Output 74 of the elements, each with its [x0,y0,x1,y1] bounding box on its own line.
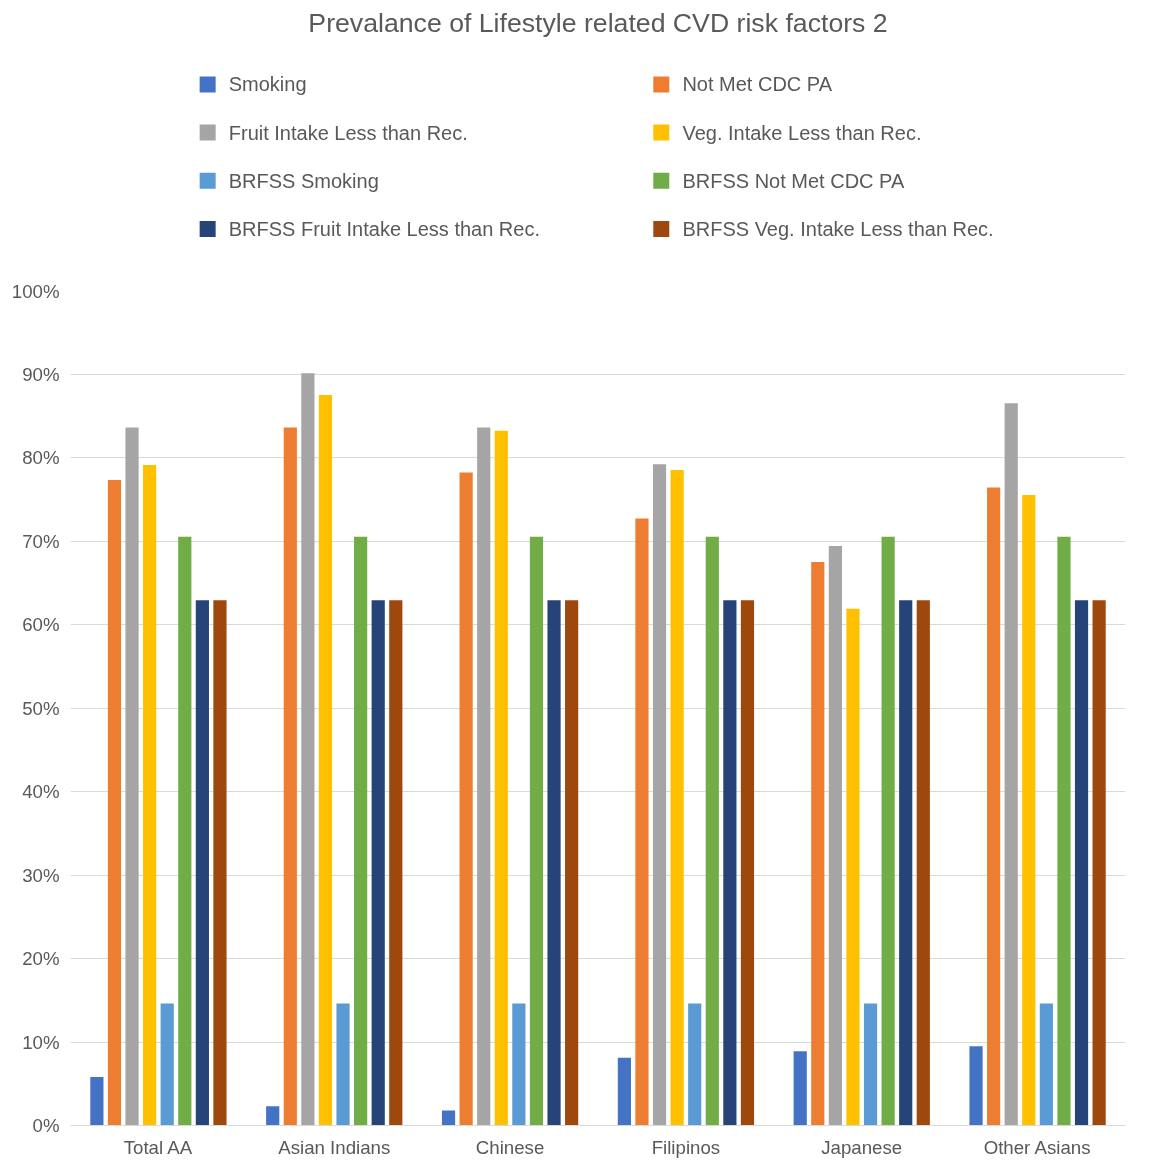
y-tick-label: 10% [22,1031,60,1053]
chart-title: Prevalance of Lifestyle related CVD risk factors 2 [308,7,888,38]
bar [1074,600,1089,1126]
bar [723,600,737,1126]
legend-label: Smoking [228,73,307,96]
bar [371,600,385,1126]
y-tick-label: 80% [22,447,60,468]
bar [266,1106,280,1126]
legend-label: BRFSS Fruit Intake Less than Rec. [228,217,540,240]
bar [846,608,860,1126]
bar [1092,600,1106,1126]
bar [301,373,315,1126]
bar [195,600,209,1126]
bar [1022,495,1036,1126]
legend-label: Veg. Intake Less than Rec. [682,121,922,144]
bar [652,464,667,1126]
bar [336,1003,350,1126]
bar [459,472,473,1126]
y-tick-label: 0% [32,1115,60,1136]
bar [143,465,157,1126]
bar [529,536,544,1126]
bar [213,600,227,1126]
y-tick-label: 40% [22,781,60,802]
bar [987,487,1001,1126]
bar [635,518,649,1126]
bar [354,536,368,1126]
bar [969,1046,983,1126]
bar [863,1003,878,1126]
bar [899,600,913,1126]
legend-label: Fruit Intake Less than Rec. [228,121,468,144]
y-tick-label: 100% [11,280,60,302]
bar [828,546,842,1126]
legend-label: BRFSS Not Met CDC PA [682,169,905,192]
legend-label: BRFSS Veg. Intake Less than Rec. [682,217,994,240]
x-tick-label: Filipinos [651,1136,721,1158]
bar [1057,536,1071,1126]
legend-label: BRFSS Smoking [228,169,379,192]
bar [283,427,297,1126]
bar [512,1003,526,1126]
bar [688,1003,702,1126]
x-tick-label: Total AA [123,1136,193,1158]
bar [389,600,403,1126]
y-tick-label: 50% [22,697,60,719]
y-tick-label: 60% [22,614,60,635]
bar [125,427,139,1126]
bar [441,1110,456,1126]
bar [318,394,333,1126]
x-tick-label: Asian Indians [278,1136,391,1158]
bar [1004,403,1018,1126]
bar [1039,1003,1053,1126]
bar [547,600,561,1126]
bar [477,427,491,1126]
bar [494,430,508,1126]
y-tick-label: 70% [22,530,60,552]
bar [617,1057,631,1126]
bar [740,600,755,1126]
x-tick-label: Other Asians [983,1136,1091,1158]
bar [90,1077,104,1126]
bar [178,536,192,1126]
x-tick-label: Japanese [821,1136,903,1158]
bar [565,600,579,1126]
bar [881,536,895,1126]
bar [793,1051,807,1126]
y-tick-label: 20% [22,948,60,969]
bar [160,1003,174,1126]
bar [811,561,825,1126]
bar [705,536,719,1126]
legend-label: Not Met CDC PA [682,73,833,96]
bar [916,600,930,1126]
x-tick-label: Chinese [475,1136,545,1158]
y-tick-label: 90% [22,363,60,385]
y-tick-label: 30% [22,864,60,886]
bar [670,470,684,1126]
bar [107,480,122,1126]
